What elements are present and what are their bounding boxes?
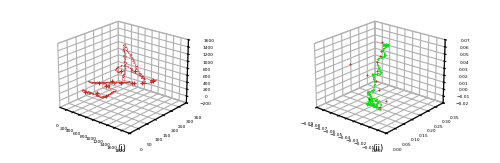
Title: (i): (i) <box>117 144 126 153</box>
Title: (ii): (ii) <box>372 144 384 153</box>
